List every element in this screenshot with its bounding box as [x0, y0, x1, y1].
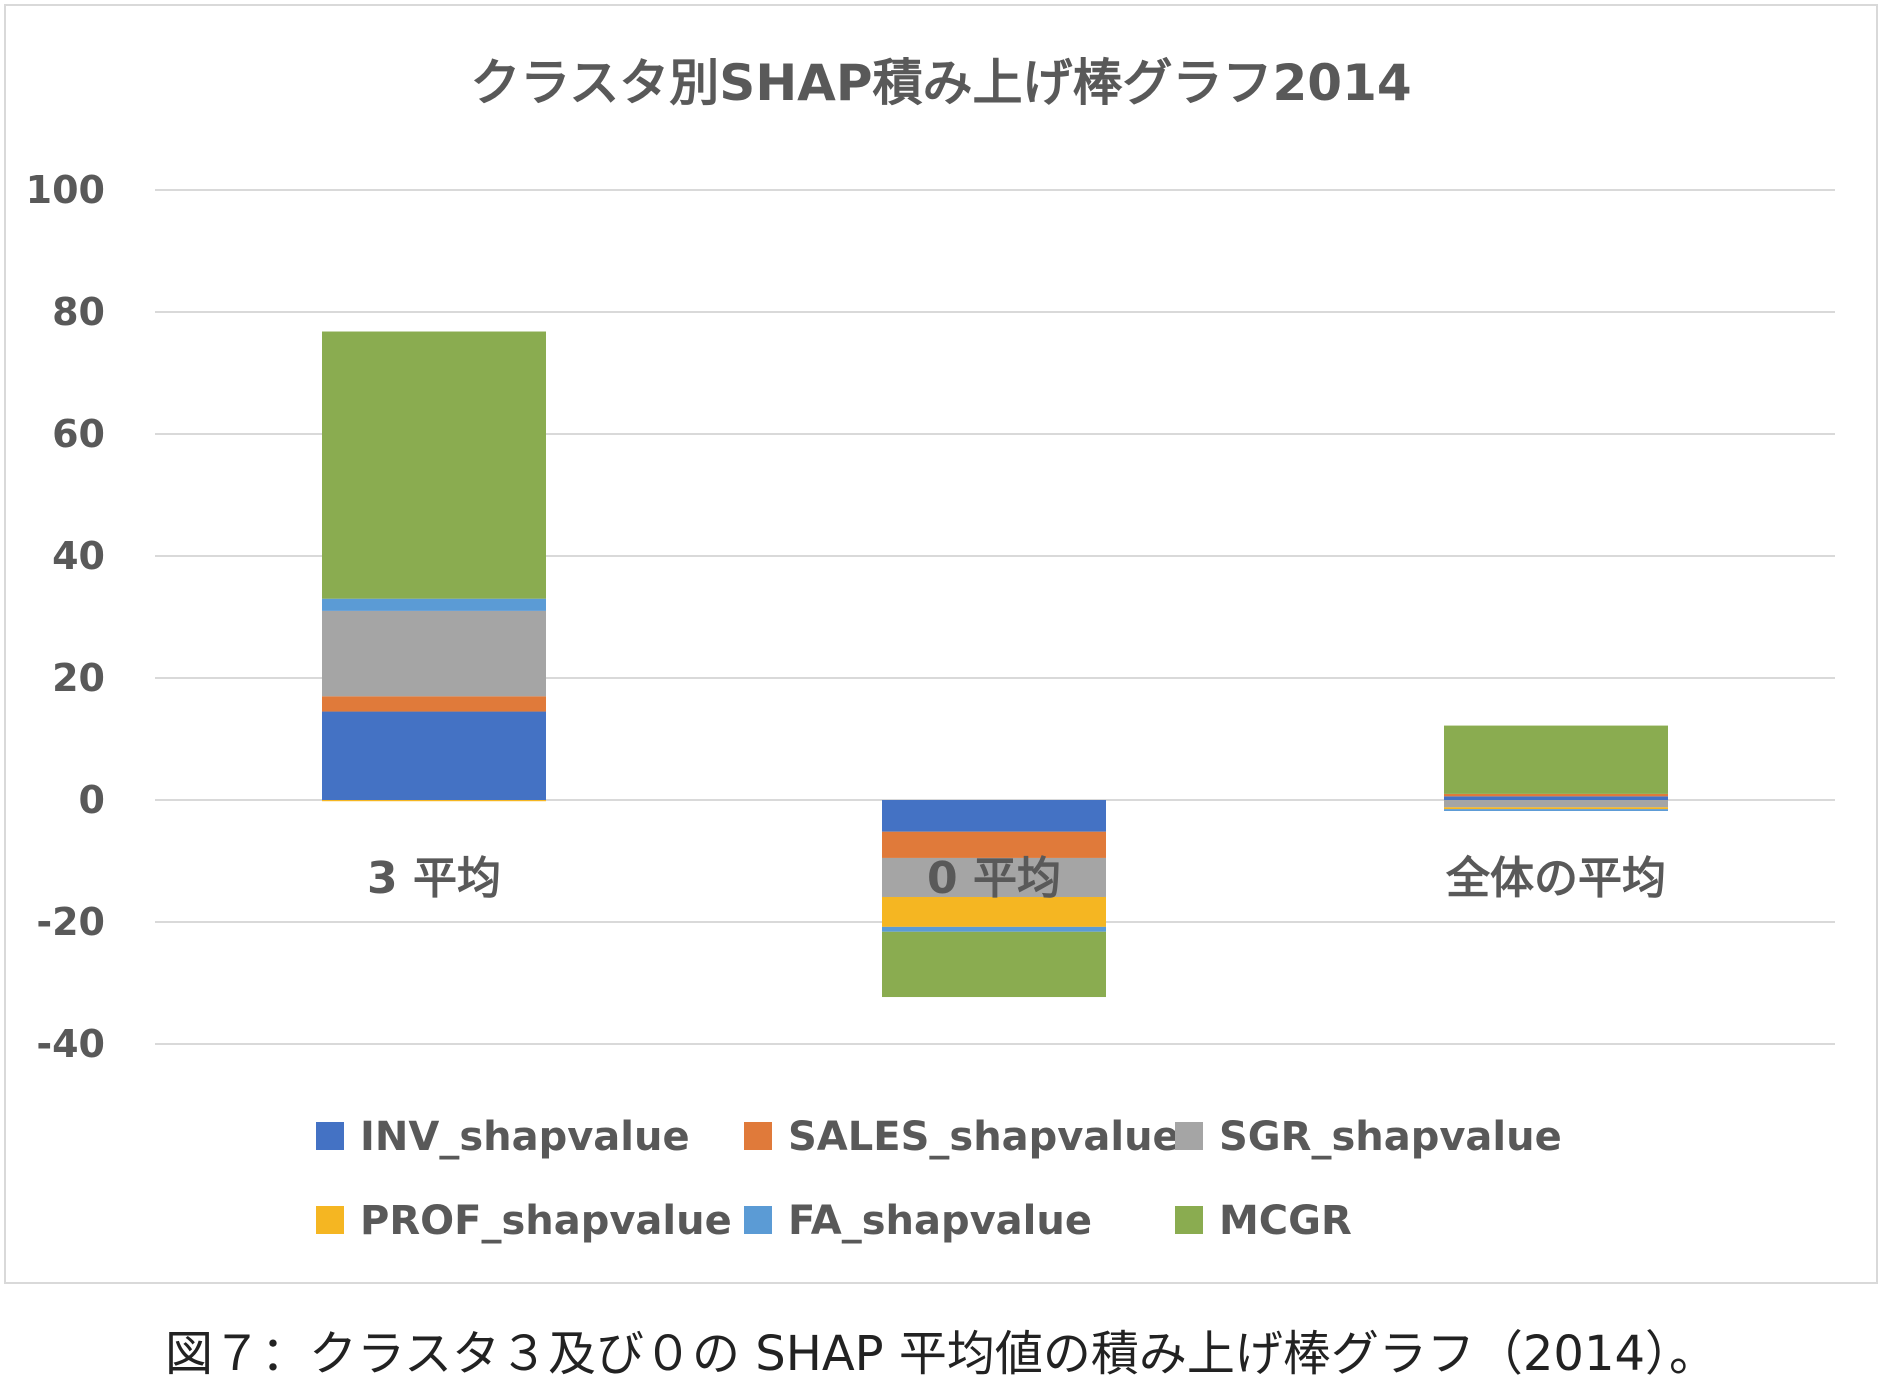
bar-segment-prof-shapvalue	[882, 896, 1106, 927]
bar-segment-fa-shapvalue	[882, 926, 1106, 932]
legend-item: INV_shapvalue	[316, 1114, 690, 1160]
y-tick-label: 60	[52, 412, 105, 456]
legend-label: SGR_shapvalue	[1219, 1114, 1562, 1160]
bar-segment-mcgr	[322, 331, 546, 599]
y-tick-label: 0	[79, 778, 105, 822]
legend-label: MCGR	[1219, 1198, 1352, 1244]
x-category-label: 3 平均	[367, 853, 501, 904]
y-tick-label: 100	[26, 168, 105, 212]
legend-label: PROF_shapvalue	[360, 1198, 732, 1244]
legend-swatch	[316, 1206, 344, 1234]
legend-swatch	[1175, 1122, 1203, 1150]
legend-swatch	[316, 1122, 344, 1150]
y-tick-label: 40	[52, 534, 105, 578]
legend-swatch	[744, 1122, 772, 1150]
bar-segment-sales-shapvalue	[322, 696, 546, 712]
bar-segment-sgr-shapvalue	[882, 857, 1106, 897]
y-tick-label: -40	[36, 1022, 105, 1066]
bar-segment-inv-shapvalue	[882, 800, 1106, 832]
chart-title: クラスタ別SHAP積み上げ棒グラフ2014	[470, 54, 1411, 112]
bar-segment-prof-shapvalue	[322, 800, 546, 802]
bar-segment-mcgr	[882, 931, 1106, 998]
x-category-label: 0 平均	[927, 853, 1061, 904]
bar-segment-sgr-shapvalue	[1444, 800, 1668, 808]
legend-item: PROF_shapvalue	[316, 1198, 732, 1244]
bar-segment-sales-shapvalue	[882, 831, 1106, 858]
legend-item: FA_shapvalue	[744, 1198, 1092, 1244]
bar-segment-sgr-shapvalue	[322, 610, 546, 697]
legend-swatch	[744, 1206, 772, 1234]
legend-label: FA_shapvalue	[788, 1198, 1092, 1244]
y-tick-label: 20	[52, 656, 105, 700]
y-tick-label: 80	[52, 290, 105, 334]
x-category-label: 全体の平均	[1445, 853, 1666, 904]
bar-segment-sales-shapvalue	[1444, 793, 1668, 797]
legend-label: SALES_shapvalue	[788, 1114, 1180, 1160]
bar-segment-fa-shapvalue	[1444, 809, 1668, 811]
legend-item: SGR_shapvalue	[1175, 1114, 1562, 1160]
legend-swatch	[1175, 1206, 1203, 1234]
y-tick-label: -20	[36, 900, 105, 944]
bar-segment-inv-shapvalue	[322, 711, 546, 800]
bar-segment-inv-shapvalue	[1444, 796, 1668, 800]
legend-label: INV_shapvalue	[360, 1114, 690, 1160]
legend-item: SALES_shapvalue	[744, 1114, 1180, 1160]
figure-caption: 図７：クラスタ３及び０の SHAP 平均値の積み上げ棒グラフ（2014）。	[165, 1326, 1717, 1380]
bar-segment-fa-shapvalue	[322, 598, 546, 611]
bar-segment-mcgr	[1444, 725, 1668, 794]
bar-segment-prof-shapvalue	[1444, 807, 1668, 810]
legend-item: MCGR	[1175, 1198, 1352, 1244]
chart-area	[4, 4, 1878, 1284]
